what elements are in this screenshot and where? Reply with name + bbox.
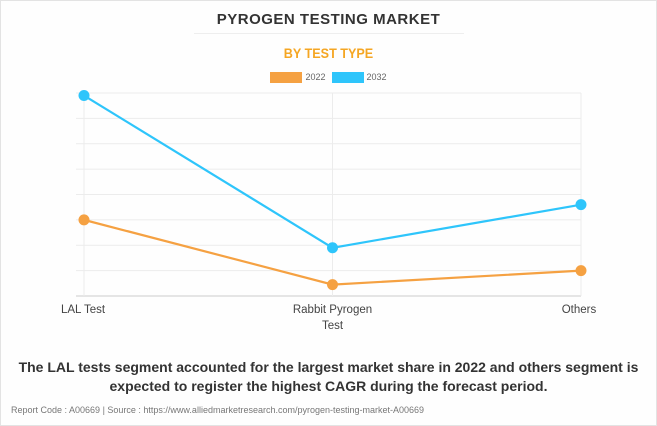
chart-note: The LAL tests segment accounted for the … (18, 359, 639, 394)
legend-item-2022[interactable]: 2022 (270, 72, 326, 84)
title-divider (194, 33, 464, 34)
x-tick-label: LAL Test (61, 304, 106, 316)
data-point-2022 (575, 265, 587, 277)
chart-title: PYROGEN TESTING MARKET (216, 11, 441, 28)
data-point-2032 (575, 199, 587, 211)
data-point-2032 (327, 242, 338, 254)
x-tick-label: Others (562, 304, 597, 316)
x-tick-label: Rabbit Pyrogen (293, 304, 372, 316)
chart-subtitle: BY TEST TYPE (283, 45, 374, 61)
data-point-2032 (78, 90, 90, 102)
x-tick-label: Test (322, 320, 344, 332)
source-text: Report Code : A00669 | Source : https://… (11, 405, 425, 415)
legend-label: 2032 (366, 72, 387, 82)
legend-label: 2022 (305, 72, 326, 82)
data-point-2022 (78, 214, 90, 226)
plot-area: LAL Test Rabbit Pyrogen Test Others (61, 90, 597, 332)
legend: 2022 2032 (1, 72, 656, 84)
data-point-2022 (327, 279, 338, 291)
legend-item-2032[interactable]: 2032 (331, 72, 387, 84)
legend-swatch (270, 72, 303, 84)
legend-swatch (331, 72, 364, 84)
